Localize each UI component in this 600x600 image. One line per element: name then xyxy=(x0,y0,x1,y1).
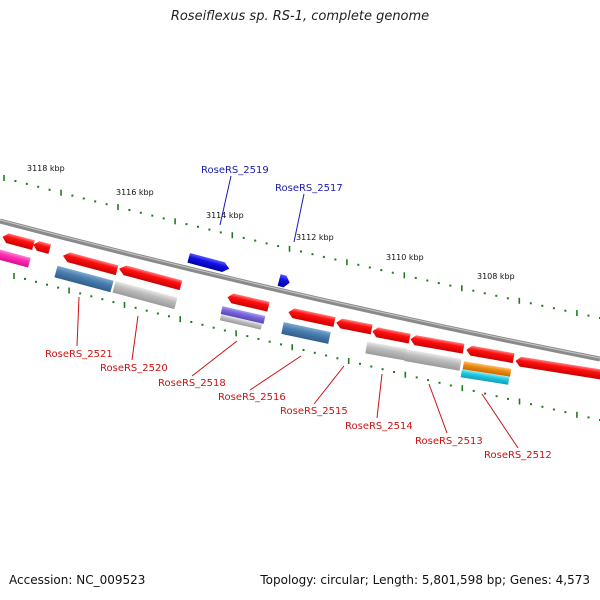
gene-reverse-red-2[interactable] xyxy=(32,240,52,254)
gene-label-RoseRS_2512[interactable]: RoseRS_2512 xyxy=(484,450,552,461)
gene-reverse-red-7[interactable] xyxy=(335,318,373,335)
gene-label-RoseRS_2520[interactable]: RoseRS_2520 xyxy=(100,363,168,374)
gene-label-RoseRS_2513[interactable]: RoseRS_2513 xyxy=(415,436,483,447)
gene-reverse-red-6[interactable] xyxy=(287,307,336,327)
genome-summary-label: Topology: circular; Length: 5,801,598 bp… xyxy=(260,573,590,587)
gene-label-RoseRS_2515[interactable]: RoseRS_2515 xyxy=(280,406,348,417)
kbp-label-3116: 3116 kbp xyxy=(116,188,154,197)
gene-reverse-red-9[interactable] xyxy=(410,334,465,354)
gene-label-RoseRS_2519[interactable]: RoseRS_2519 xyxy=(201,165,269,176)
gene-reverse-red-10[interactable] xyxy=(465,345,515,364)
gene-reverse-grey-4[interactable] xyxy=(404,349,462,371)
leader-lines-lower xyxy=(76,296,519,449)
gene-forward-RoseRS_2517[interactable] xyxy=(277,274,292,288)
kbp-label-3114: 3114 kbp xyxy=(206,211,244,220)
inner-tick-arc xyxy=(13,273,600,421)
gene-label-RoseRS_2516[interactable]: RoseRS_2516 xyxy=(218,392,286,403)
leader-lines-upper xyxy=(219,175,305,243)
gene-reverse-steelblue-2[interactable] xyxy=(281,322,331,344)
gene-reverse-red-4[interactable] xyxy=(118,264,183,291)
gene-reverse-red-5[interactable] xyxy=(226,292,270,312)
gene-reverse-red-3[interactable] xyxy=(62,251,119,276)
gene-reverse-orange[interactable] xyxy=(462,361,512,377)
gene-label-RoseRS_2517[interactable]: RoseRS_2517 xyxy=(275,183,343,194)
genome-backbone xyxy=(0,218,600,362)
gene-reverse-cyan[interactable] xyxy=(460,369,510,385)
gene-label-RoseRS_2521[interactable]: RoseRS_2521 xyxy=(45,349,113,360)
gene-reverse-steelblue-1[interactable] xyxy=(54,265,114,293)
gene-reverse-magenta[interactable] xyxy=(0,248,31,268)
gene-reverse-red-11[interactable] xyxy=(515,356,600,380)
gene-reverse-red-1[interactable] xyxy=(1,232,35,250)
kbp-label-3108: 3108 kbp xyxy=(477,272,515,281)
genome-backbone-highlight xyxy=(0,219,600,359)
outer-tick-arc xyxy=(3,175,600,319)
gene-reverse-red-8[interactable] xyxy=(371,326,411,344)
kbp-label-3118: 3118 kbp xyxy=(27,164,65,173)
gene-reverse-grey-3[interactable] xyxy=(365,341,407,361)
accession-label: Accession: NC_009523 xyxy=(9,573,146,587)
gene-reverse-violet[interactable] xyxy=(220,306,266,324)
kbp-label-3112: 3112 kbp xyxy=(296,233,334,242)
gene-label-RoseRS_2518[interactable]: RoseRS_2518 xyxy=(158,378,226,389)
gene-forward-RoseRS_2519[interactable] xyxy=(187,252,230,274)
kbp-label-3110: 3110 kbp xyxy=(386,253,424,262)
gene-reverse-grey-2[interactable] xyxy=(219,314,263,330)
gene-label-RoseRS_2514[interactable]: RoseRS_2514 xyxy=(345,421,413,432)
gene-reverse-grey-1[interactable] xyxy=(112,280,178,310)
map-title: Roseiflexus sp. RS-1, complete genome xyxy=(170,9,430,24)
